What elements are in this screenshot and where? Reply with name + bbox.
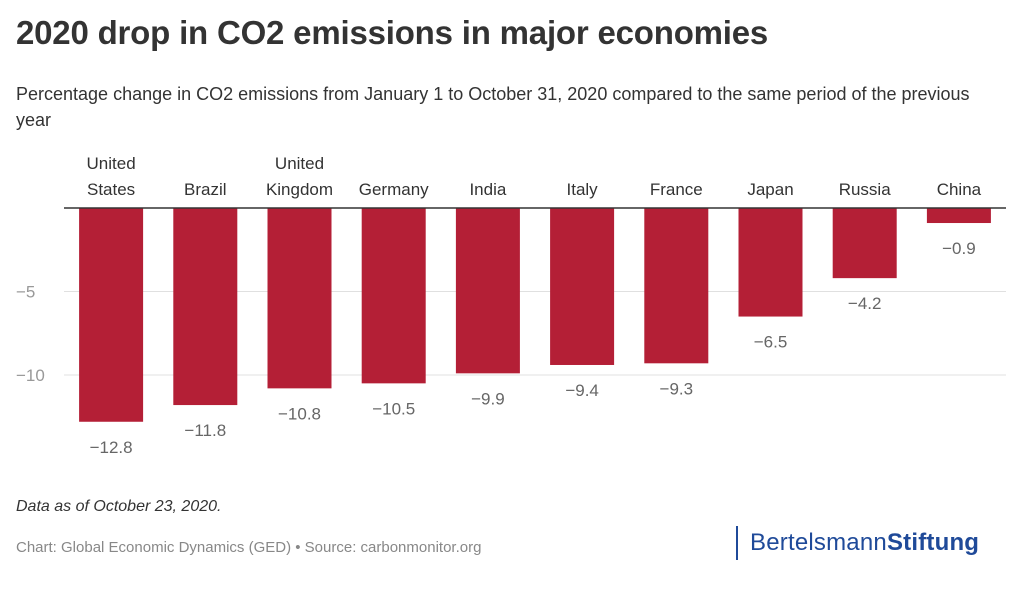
data-label: −10.5 <box>372 399 415 418</box>
data-label: −9.3 <box>660 379 694 398</box>
category-label: Japan <box>747 180 793 199</box>
bar <box>79 208 144 422</box>
bar <box>361 208 426 384</box>
category-label: France <box>650 180 703 199</box>
data-label: −10.8 <box>278 404 321 423</box>
category-label: United <box>275 154 324 173</box>
category-label: Russia <box>839 180 892 199</box>
y-tick-label: −5 <box>16 283 35 302</box>
category-label: States <box>87 180 135 199</box>
category-label: India <box>469 180 506 199</box>
logo-text-part2: Stiftung <box>886 529 980 556</box>
bar <box>173 208 238 406</box>
bar <box>550 208 615 365</box>
data-label: −9.4 <box>565 381 599 400</box>
bar <box>738 208 803 317</box>
bar-chart: −5 −10 −12.8 United States −11.8 Brazil −10.8 Un… <box>16 154 1006 457</box>
data-note: Data as of October 23, 2020. <box>16 498 222 515</box>
bar <box>644 208 709 364</box>
category-label: Brazil <box>184 180 227 199</box>
category-label: China <box>937 180 982 199</box>
bar <box>455 208 520 374</box>
y-tick-label: −10 <box>16 366 45 385</box>
bar <box>926 208 991 224</box>
data-label: −9.9 <box>471 389 505 408</box>
category-label: Italy <box>567 180 599 199</box>
data-label: −0.9 <box>942 239 976 258</box>
bertelsmann-stiftung-logo[interactable]: Bertelsmann Stiftung <box>736 526 979 560</box>
category-label: Germany <box>359 180 429 199</box>
chart-title: 2020 drop in CO2 emissions in major econ… <box>16 14 769 51</box>
data-label: −11.8 <box>184 421 226 440</box>
data-label: −12.8 <box>90 438 133 457</box>
chart-credits: Chart: Global Economic Dynamics (GED) • … <box>16 539 482 556</box>
category-label: United <box>87 154 136 173</box>
logo-text-part1: Bertelsmann <box>750 529 887 556</box>
bar <box>267 208 332 389</box>
category-label: Kingdom <box>266 180 333 199</box>
bar <box>832 208 897 279</box>
data-label: −6.5 <box>754 333 788 352</box>
data-label: −4.2 <box>848 294 882 313</box>
chart-subtitle: Percentage change in CO2 emissions from … <box>16 84 970 130</box>
